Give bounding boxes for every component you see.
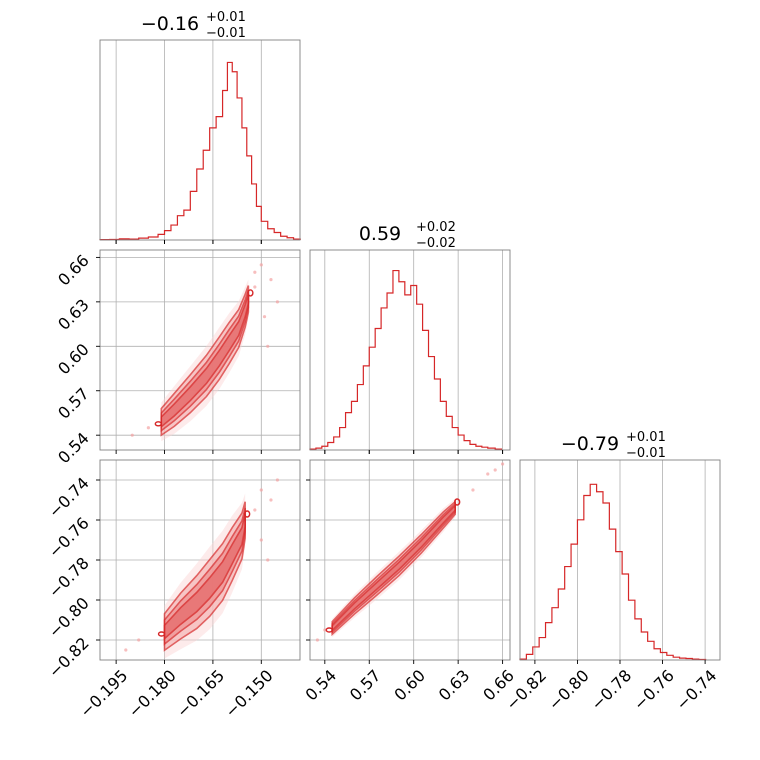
panel-hist-p1: −0.16 +0.01−0.01 — [99, 10, 301, 244]
contour-island — [154, 421, 162, 427]
contour-layer — [315, 462, 505, 642]
y-tick-label: −0.74 — [45, 473, 93, 521]
x-tick-label: −0.150 — [221, 666, 276, 721]
contour-level-inner — [163, 513, 246, 641]
histogram-step-line — [519, 483, 707, 661]
histogram-step-line — [309, 269, 503, 450]
y-tick-label: 0.63 — [54, 295, 93, 334]
x-tick-label: −0.76 — [630, 666, 678, 714]
x-tick-label: −0.195 — [76, 666, 131, 721]
x-tick-label: −0.165 — [173, 666, 228, 721]
histogram-title-median: −0.79 — [561, 433, 619, 455]
x-tick-label: −0.80 — [545, 666, 593, 714]
x-tick-label: 0.63 — [435, 666, 474, 705]
sample-point — [137, 638, 141, 642]
panel-joint-p2-p3: 0.54 0.57 0.60 0.63 0.66 — [302, 459, 518, 705]
contour-layer — [130, 263, 280, 442]
sample-point — [315, 638, 320, 642]
sample-point — [493, 468, 497, 472]
panel-joint-p1-p2: 0.54 0.57 0.60 0.63 0.66 — [54, 249, 301, 468]
sample-point — [124, 648, 128, 652]
histogram-title-plus: +0.02 — [416, 220, 456, 235]
sample-point — [323, 628, 327, 632]
histogram-title-plus: +0.01 — [206, 10, 246, 25]
y-tick-label: −0.80 — [45, 593, 93, 641]
histogram-step-line — [99, 61, 301, 241]
histogram-title-minus: −0.01 — [206, 26, 246, 41]
panel-frame — [99, 39, 301, 241]
sample-point — [275, 478, 280, 482]
histogram-title-median: 0.59 — [359, 223, 401, 245]
sample-point — [253, 508, 257, 512]
sample-point — [500, 462, 505, 466]
histogram-title-minus: −0.02 — [416, 236, 456, 251]
contour-island — [247, 289, 254, 297]
histogram-title-plus: +0.01 — [626, 430, 666, 445]
contour-level-inner — [160, 293, 250, 429]
sample-point — [262, 315, 267, 319]
panel-hist-p3: −0.82−0.80−0.78−0.76−0.74−0.79 +0.01−0.01 — [502, 430, 721, 714]
panel-hist-p2: 0.59 +0.02−0.02 — [309, 220, 511, 454]
sample-point — [253, 285, 257, 289]
x-tick-label: −0.74 — [672, 666, 720, 714]
sample-point — [259, 538, 263, 542]
contour-level-inner — [331, 503, 456, 633]
y-tick-label: −0.78 — [45, 553, 93, 601]
sample-point — [275, 300, 280, 304]
contour-layer — [124, 478, 280, 659]
y-tick-label: 0.60 — [54, 340, 93, 379]
sample-point — [259, 488, 263, 492]
x-tick-label: 0.57 — [346, 666, 385, 705]
x-tick-label: −0.180 — [125, 666, 180, 721]
sample-point — [269, 278, 273, 282]
x-tick-label: −0.78 — [587, 666, 635, 714]
panel-frame — [309, 249, 511, 451]
y-tick-label: −0.82 — [45, 633, 93, 681]
histogram-title-minus: −0.01 — [626, 446, 666, 461]
contour-island — [453, 498, 461, 506]
contour-island — [157, 631, 166, 637]
sample-point — [471, 488, 475, 492]
histogram-title-median: −0.16 — [141, 13, 199, 35]
panel-frame — [99, 249, 301, 451]
x-tick-label: 0.60 — [390, 666, 429, 705]
contour-island — [243, 510, 251, 518]
x-tick-label: 0.54 — [302, 666, 341, 705]
sample-point — [266, 344, 270, 348]
y-tick-label: 0.54 — [54, 429, 93, 468]
sample-point — [146, 426, 150, 430]
sample-point — [486, 472, 490, 476]
sample-point — [269, 498, 273, 502]
y-tick-label: 0.57 — [54, 384, 93, 423]
sample-point — [253, 270, 257, 274]
sample-point — [266, 558, 270, 562]
contour-island — [325, 627, 333, 633]
sample-point — [130, 433, 134, 437]
y-tick-label: −0.76 — [45, 513, 93, 561]
y-tick-label: 0.66 — [54, 251, 93, 290]
sample-point — [259, 263, 263, 267]
panel-joint-p1-p3: −0.195−0.180−0.165−0.150−0.82−0.80−0.78−… — [45, 459, 301, 721]
